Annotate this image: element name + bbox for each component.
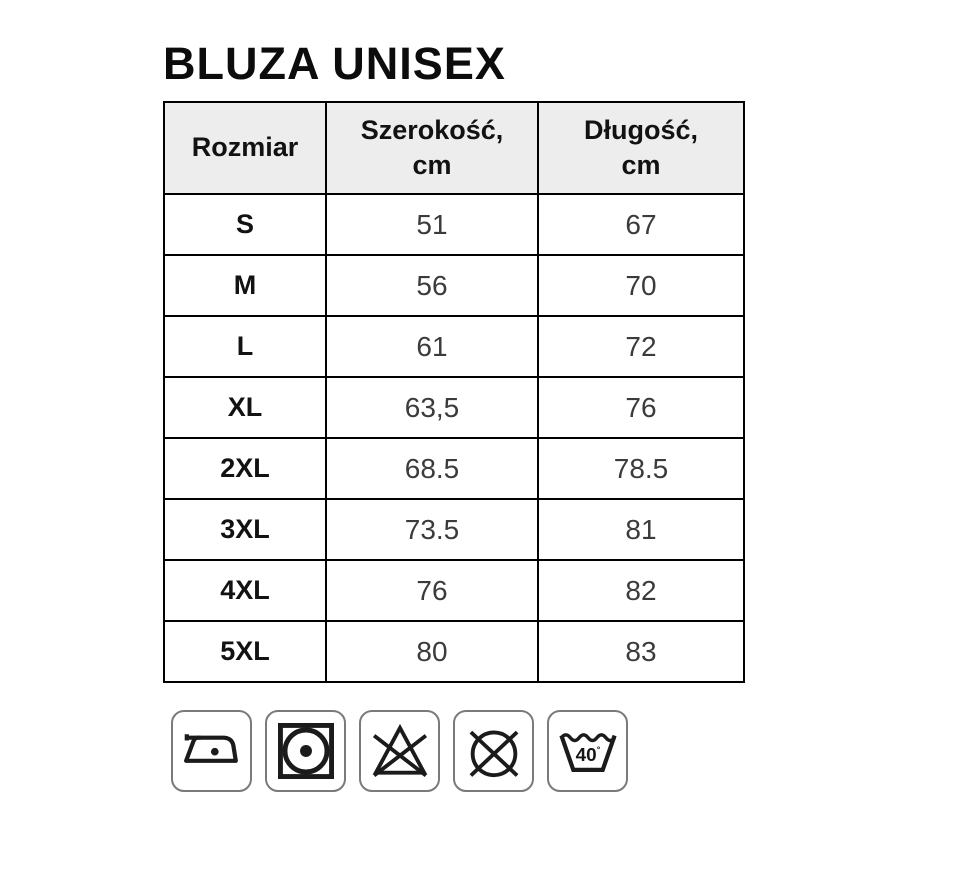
tumble-dry-low-heat-icon <box>265 710 346 792</box>
size-cell: 2XL <box>163 437 327 500</box>
width-value-cell: 80 <box>325 620 539 683</box>
size-cell: 3XL <box>163 498 327 561</box>
table-row: L 61 72 <box>163 315 745 378</box>
column-header-width: Szerokość, cm <box>325 101 539 195</box>
size-cell: XL <box>163 376 327 439</box>
length-value-cell: 81 <box>537 498 745 561</box>
length-value-cell: 67 <box>537 193 745 256</box>
table-row: 2XL 68.5 78.5 <box>163 437 745 500</box>
length-value-cell: 70 <box>537 254 745 317</box>
length-value-cell: 83 <box>537 620 745 683</box>
iron-low-heat-icon <box>171 710 252 792</box>
wash-temperature-label: 40° <box>575 744 600 765</box>
width-value-cell: 61 <box>325 315 539 378</box>
table-row: 3XL 73.5 81 <box>163 498 745 561</box>
size-cell: 4XL <box>163 559 327 622</box>
table-row: 4XL 76 82 <box>163 559 745 622</box>
do-not-bleach-icon <box>359 710 440 792</box>
size-cell: 5XL <box>163 620 327 683</box>
width-value-cell: 63,5 <box>325 376 539 439</box>
width-value-cell: 51 <box>325 193 539 256</box>
do-not-bleach-symbol <box>372 723 427 778</box>
degree-mark: ° <box>596 744 600 754</box>
table-row: XL 63,5 76 <box>163 376 745 439</box>
width-value-cell: 68.5 <box>325 437 539 500</box>
size-cell: S <box>163 193 327 256</box>
table-row: M 56 70 <box>163 254 745 317</box>
iron-symbol <box>183 734 238 763</box>
table-row: S 51 67 <box>163 193 745 256</box>
table-header-row: Rozmiar Szerokość, cm Długość, cm <box>163 101 745 195</box>
wash-40-degrees-icon: 40° <box>547 710 628 792</box>
table-row: 5XL 80 83 <box>163 620 745 683</box>
tumble-dry-symbol <box>277 723 334 779</box>
column-header-length: Długość, cm <box>537 101 745 195</box>
wash-temperature-value: 40 <box>575 745 596 766</box>
care-symbols-row: 40° <box>171 710 628 792</box>
size-table: Rozmiar Szerokość, cm Długość, cm S 51 6… <box>163 101 745 683</box>
width-value-cell: 73.5 <box>325 498 539 561</box>
length-value-cell: 76 <box>537 376 745 439</box>
length-value-cell: 82 <box>537 559 745 622</box>
width-value-cell: 56 <box>325 254 539 317</box>
size-cell: M <box>163 254 327 317</box>
page-title: BLUZA UNISEX <box>163 38 506 89</box>
do-not-dry-clean-icon <box>453 710 534 792</box>
do-not-dry-clean-symbol <box>469 730 518 778</box>
length-value-cell: 78.5 <box>537 437 745 500</box>
column-header-size: Rozmiar <box>163 101 327 195</box>
size-cell: L <box>163 315 327 378</box>
length-value-cell: 72 <box>537 315 745 378</box>
wash-tub-symbol: 40° <box>558 733 617 772</box>
width-value-cell: 76 <box>325 559 539 622</box>
